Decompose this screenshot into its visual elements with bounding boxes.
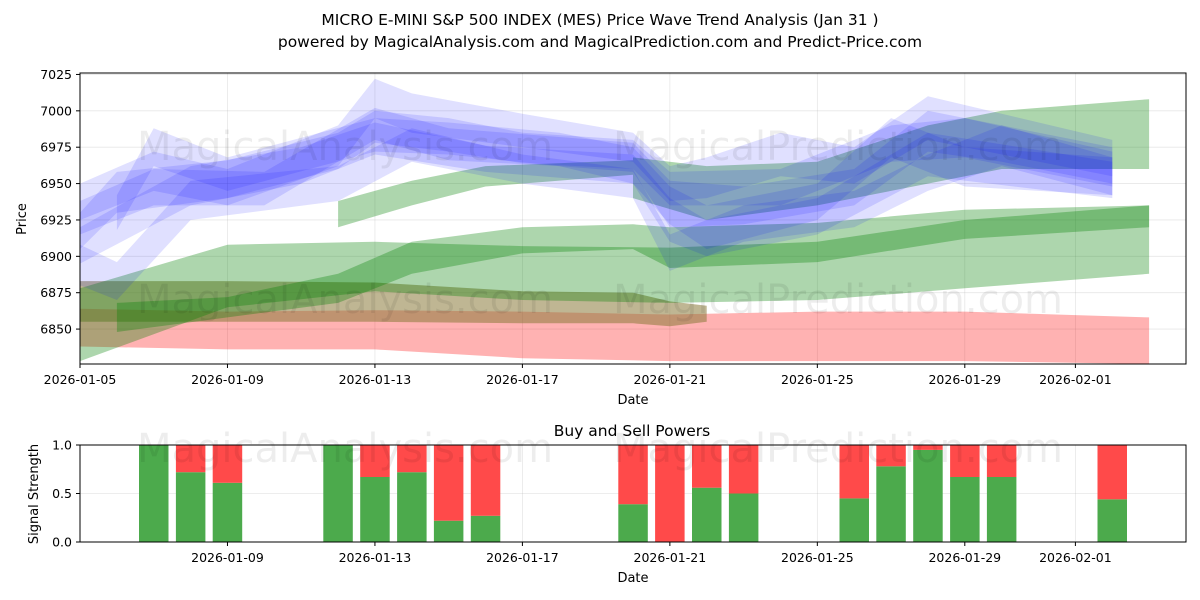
price-y-tick-label: 6875 bbox=[40, 285, 72, 300]
price-y-ticks: 6850 6875 6900 6925 6950 6975 7000 7025 bbox=[40, 67, 80, 337]
buy-bar bbox=[876, 466, 906, 542]
price-y-tick-label: 6900 bbox=[40, 249, 72, 264]
price-plot-frame bbox=[79, 72, 1187, 365]
figure-title-line-1: MICRO E-MINI S&P 500 INDEX (MES) Price W… bbox=[321, 11, 878, 29]
sell-bar bbox=[212, 445, 243, 483]
signal-x-axis-label: Date bbox=[617, 571, 648, 586]
buy-bar bbox=[913, 449, 943, 542]
sell-bar bbox=[655, 445, 685, 542]
wave-3-band bbox=[80, 122, 1113, 264]
signal-x-tick-label: 2026-01-13 bbox=[339, 550, 412, 565]
price-y-tick-label: 7025 bbox=[40, 67, 72, 82]
watermark-top-right: MagicalPrediction.com bbox=[613, 124, 1063, 170]
buy-bar bbox=[728, 493, 759, 542]
buy-bar bbox=[360, 477, 390, 542]
price-wave-bands bbox=[80, 78, 1150, 364]
buy-bar bbox=[1097, 499, 1127, 542]
buy-bar bbox=[323, 445, 353, 542]
signal-x-tick-label: 2026-02-01 bbox=[1039, 550, 1112, 565]
wave-5-band bbox=[80, 125, 1113, 301]
price-y-tick-label: 6950 bbox=[40, 176, 72, 191]
sell-bar bbox=[913, 445, 943, 450]
signal-y-tick-label: 1.0 bbox=[52, 438, 72, 453]
buy-bar bbox=[470, 515, 501, 542]
buy-bar bbox=[212, 482, 243, 542]
watermark-bottom-left: MagicalAnalysis.com bbox=[137, 426, 553, 472]
wave-4-band bbox=[80, 78, 1113, 220]
green-upper-band bbox=[633, 99, 1150, 220]
sell-bar bbox=[986, 445, 1017, 477]
signal-x-tick-label: 2026-01-17 bbox=[486, 550, 559, 565]
buy-bar bbox=[692, 487, 722, 542]
price-x-tick-label: 2026-01-21 bbox=[634, 372, 707, 387]
signal-x-ticks: 2026-01-09 2026-01-13 2026-01-17 2026-01-21… bbox=[191, 542, 1112, 565]
price-y-tick-label: 7000 bbox=[40, 103, 72, 118]
sell-bar bbox=[175, 445, 206, 473]
sell-bar bbox=[839, 445, 869, 499]
price-y-tick-label: 6975 bbox=[40, 140, 72, 155]
watermark-mid-right: MagicalPrediction.com bbox=[613, 277, 1063, 323]
watermark-mid-left: MagicalAnalysis.com bbox=[137, 277, 553, 323]
signal-y-tick-label: 0.0 bbox=[52, 535, 72, 550]
price-x-tick-label: 2026-01-25 bbox=[781, 372, 854, 387]
buy-bar bbox=[839, 498, 869, 542]
buy-sell-chart: Buy and Sell Powers MagicalAnalysis.com … bbox=[27, 422, 1187, 586]
sell-bar bbox=[397, 445, 427, 473]
watermark-top-left: MagicalAnalysis.com bbox=[137, 124, 553, 170]
olive-band-band bbox=[80, 281, 707, 327]
buy-bar bbox=[175, 472, 206, 542]
sell-bar bbox=[470, 445, 501, 516]
sell-bar bbox=[692, 445, 722, 488]
green-mid-band bbox=[116, 205, 1150, 332]
sell-bar bbox=[950, 445, 980, 477]
wave-2-band bbox=[80, 107, 1113, 235]
wave-6-band bbox=[116, 118, 1113, 250]
price-y-axis-label: Price bbox=[15, 203, 30, 235]
buy-bar bbox=[986, 477, 1017, 542]
price-x-axis-label: Date bbox=[617, 393, 648, 408]
sell-bar bbox=[728, 445, 759, 494]
signal-x-tick-label: 2026-01-25 bbox=[781, 550, 854, 565]
sell-bar bbox=[360, 445, 390, 477]
price-x-tick-label: 2026-01-17 bbox=[486, 372, 559, 387]
price-x-ticks: 2026-01-05 2026-01-09 2026-01-13 2026-01-17… bbox=[44, 364, 1112, 387]
price-y-tick-label: 6850 bbox=[40, 322, 72, 337]
signal-x-tick-label: 2026-01-21 bbox=[634, 550, 707, 565]
buy-bar bbox=[950, 477, 980, 542]
red-band-band bbox=[80, 308, 1150, 364]
sell-bar bbox=[1097, 445, 1127, 500]
buy-bar bbox=[397, 472, 427, 542]
sell-bar bbox=[433, 445, 464, 521]
figure-title-line-2: powered by MagicalAnalysis.com and Magic… bbox=[278, 33, 922, 51]
price-x-tick-label: 2026-01-05 bbox=[44, 372, 117, 387]
price-x-tick-label: 2026-01-13 bbox=[339, 372, 412, 387]
green-lower-band bbox=[80, 205, 1150, 362]
buy-bar bbox=[433, 520, 464, 542]
price-gridlines bbox=[79, 73, 1186, 364]
wave-1-band bbox=[80, 110, 1113, 250]
price-x-tick-label: 2026-01-09 bbox=[191, 372, 264, 387]
buy-bar bbox=[618, 504, 648, 542]
price-y-tick-label: 6925 bbox=[40, 212, 72, 227]
signal-x-tick-label: 2026-01-09 bbox=[191, 550, 264, 565]
price-x-tick-label: 2026-01-29 bbox=[928, 372, 1001, 387]
signal-y-tick-label: 0.5 bbox=[52, 486, 72, 501]
price-x-tick-label: 2026-02-01 bbox=[1039, 372, 1112, 387]
buy-sell-title: Buy and Sell Powers bbox=[554, 422, 711, 440]
sell-bar bbox=[618, 445, 648, 505]
signal-y-ticks: 0.0 0.5 1.0 bbox=[52, 438, 80, 550]
buy-bar bbox=[139, 445, 169, 542]
sell-bar bbox=[876, 445, 906, 467]
green-upper-2-band bbox=[338, 160, 633, 228]
watermark-bottom-right: MagicalPrediction.com bbox=[613, 426, 1063, 472]
price-wave-chart: MagicalAnalysis.com MagicalPrediction.co… bbox=[15, 67, 1187, 408]
signal-bars bbox=[139, 445, 1127, 542]
signal-x-tick-label: 2026-01-29 bbox=[928, 550, 1001, 565]
signal-y-axis-label: Signal Strength bbox=[27, 444, 42, 544]
